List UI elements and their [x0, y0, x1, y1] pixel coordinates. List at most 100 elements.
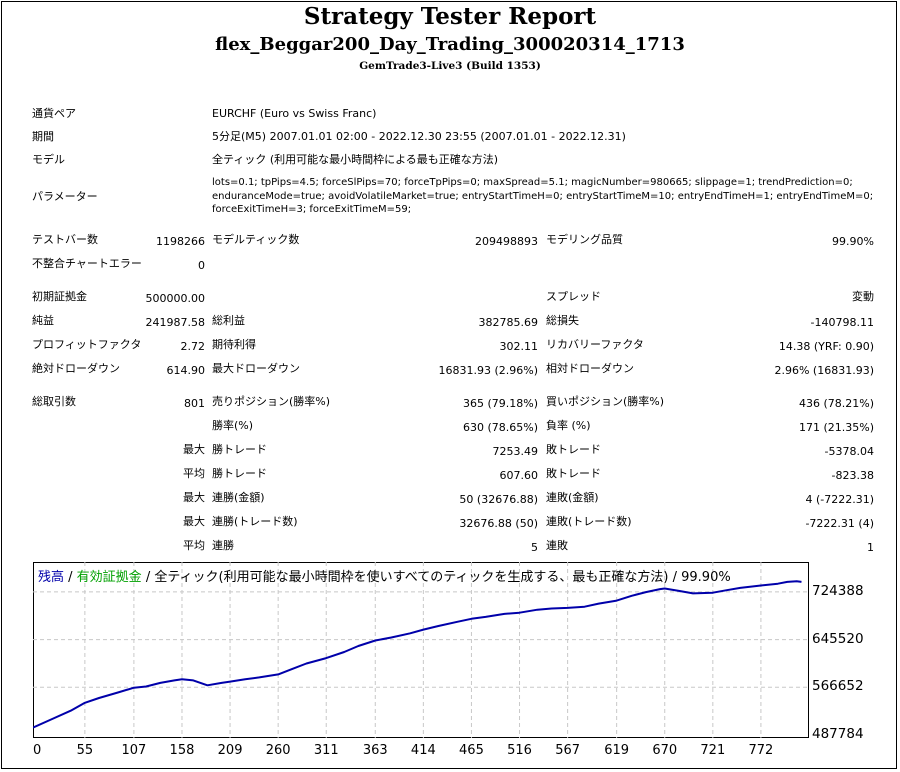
mismatch-label: 不整合チャートエラー — [32, 257, 142, 270]
params-label: パラメーター — [32, 190, 98, 203]
quality-value: 99.90% — [832, 235, 874, 248]
spread-value: 変動 — [852, 290, 874, 303]
balance-chart — [33, 562, 809, 738]
recovery-value: 14.38 (YRF: 0.90) — [778, 340, 874, 353]
period-label: 期間 — [32, 130, 54, 143]
avg-win-label: 勝トレード — [212, 467, 267, 480]
legend-description: / 全ティック(利用可能な最小時間枠を使いすべてのティックを生成する、最も正確な… — [141, 570, 731, 585]
x-tick-label: 721 — [700, 743, 726, 758]
x-tick-label: 772 — [748, 743, 774, 758]
report-title: Strategy Tester Report — [303, 3, 597, 30]
y-tick-label: 724388 — [812, 582, 864, 599]
absdd-value: 614.90 — [166, 364, 206, 377]
mismatch-value: 0 — [198, 259, 205, 272]
trades-label: 総取引数 — [32, 395, 76, 408]
largest-loss-value: -5378.04 — [824, 445, 874, 458]
y-tick-label: 566652 — [812, 678, 864, 695]
x-tick-label: 311 — [313, 743, 339, 758]
x-tick-label: 158 — [169, 743, 195, 758]
y-tick-label: 487784 — [812, 726, 864, 742]
x-tick-label: 567 — [555, 743, 581, 758]
long-value: 436 (78.21%) — [798, 397, 874, 410]
model-label: モデル — [32, 153, 65, 166]
losspct-value: 171 (21.35%) — [798, 421, 874, 434]
legend-equity: 有効証拠金 — [76, 570, 142, 585]
x-tick-label: 414 — [410, 743, 436, 758]
max-consec-losses-label: 連敗(金額) — [546, 491, 599, 504]
trades-value: 801 — [184, 397, 205, 410]
x-tick-label: 516 — [507, 743, 532, 758]
bars-label: テストバー数 — [32, 233, 98, 246]
netprofit-label: 純益 — [32, 314, 54, 327]
grossprofit-value: 382785.69 — [478, 316, 539, 329]
x-tick-label: 55 — [76, 743, 94, 758]
pf-value: 2.72 — [180, 340, 206, 353]
absdd-label: 絶対ドローダウン — [32, 362, 120, 375]
deposit-label: 初期証拠金 — [32, 290, 87, 303]
grossloss-value: -140798.11 — [810, 316, 874, 329]
avg-consec-losses-value: 1 — [867, 541, 874, 554]
deposit-value: 500000.00 — [145, 292, 206, 305]
recovery-label: リカバリーファクタ — [546, 338, 644, 351]
avg-consec-wins-value: 5 — [531, 541, 538, 554]
ticks-label: モデルティック数 — [212, 233, 300, 246]
max-consec-profit-label: 連勝(トレード数) — [212, 515, 298, 528]
netprofit-value: 241987.58 — [145, 316, 206, 329]
avg-loss-value: -823.38 — [831, 469, 874, 482]
avg-win-value: 607.60 — [499, 469, 539, 482]
x-tick-label: 363 — [362, 743, 388, 758]
max-consec-losses-value: 4 (-7222.31) — [805, 493, 874, 506]
grossprofit-label: 総利益 — [212, 314, 245, 327]
spread-label: スプレッド — [546, 290, 601, 303]
balance-line — [33, 580, 802, 729]
y-tick-label: 645520 — [812, 630, 864, 647]
expert-name: flex_Beggar200_Day_Trading_300020314_171… — [215, 34, 685, 55]
x-tick-label: 670 — [652, 743, 678, 758]
pf-label: プロフィットファクタ — [32, 338, 142, 351]
params-value: lots=0.1; tpPips=4.5; forceSlPips=70; fo… — [212, 177, 874, 215]
losspct-label: 負率 (%) — [546, 419, 591, 432]
bars-value: 1198266 — [156, 235, 205, 248]
period-value: 5分足(M5) 2007.01.01 02:00 - 2022.12.30 23… — [212, 130, 626, 143]
grossloss-label: 総損失 — [546, 314, 579, 327]
reldd-value: 2.96% (16831.93) — [774, 364, 874, 377]
quality-label: モデリング品質 — [546, 233, 623, 246]
max-consec-loss-value: -7222.31 (4) — [805, 517, 874, 530]
x-tick-label: 465 — [459, 743, 484, 758]
symbol-value: EURCHF (Euro vs Swiss Franc) — [212, 107, 377, 120]
largest-win-label: 勝トレード — [212, 443, 267, 456]
model-value: 全ティック (利用可能な最小時間枠による最も正確な方法) — [212, 153, 499, 166]
legend-balance: 残高 — [38, 570, 65, 585]
x-tick-label: 209 — [217, 743, 243, 758]
avg-consec-wins-label: 連勝 — [212, 539, 234, 552]
legend-separator: / — [64, 570, 77, 585]
max-consec-wins-label: 連勝(金額) — [212, 491, 265, 504]
x-tick-label: 619 — [604, 743, 630, 758]
largest-loss-label: 敗トレード — [546, 443, 601, 456]
short-label: 売りポジション(勝率%) — [212, 395, 331, 408]
maxdd-label: 最大ドローダウン — [212, 362, 300, 375]
expected-value: 302.11 — [499, 340, 539, 353]
largest-win-value: 7253.49 — [492, 445, 539, 458]
reldd-label: 相対ドローダウン — [546, 362, 634, 375]
avg-prefix-1: 平均 — [183, 467, 205, 480]
expected-label: 期待利得 — [212, 338, 256, 351]
max-consec-profit-value: 32676.88 (50) — [459, 517, 538, 530]
maxdd-value: 16831.93 (2.96%) — [438, 364, 538, 377]
ticks-value: 209498893 — [475, 235, 538, 248]
x-tick-label: 0 — [33, 743, 42, 758]
x-tick-label: 107 — [121, 743, 147, 758]
max-prefix-2: 最大 — [183, 491, 205, 504]
avg-consec-losses-label: 連敗 — [546, 539, 568, 552]
avg-prefix-2: 平均 — [183, 539, 205, 552]
max-consec-wins-value: 50 (32676.88) — [459, 493, 538, 506]
x-tick-label: 260 — [265, 743, 291, 758]
max-prefix-3: 最大 — [183, 515, 205, 528]
avg-loss-label: 敗トレード — [546, 467, 601, 480]
server-build: GemTrade3-Live3 (Build 1353) — [359, 60, 541, 72]
symbol-label: 通貨ペア — [32, 107, 76, 120]
winpct-label: 勝率(%) — [212, 419, 254, 432]
long-label: 買いポジション(勝率%) — [546, 395, 665, 408]
chart-legend: 残高 / 有効証拠金 / 全ティック(利用可能な最小時間枠を使いすべてのティック… — [38, 566, 731, 585]
